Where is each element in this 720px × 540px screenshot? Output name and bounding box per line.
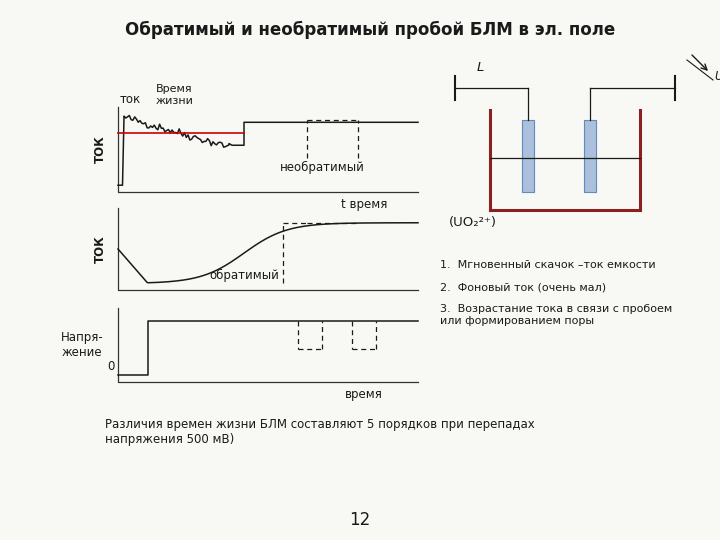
Text: Время
жизни: Время жизни (156, 84, 194, 106)
Text: ТОК: ТОК (94, 235, 107, 263)
Text: 3.  Возрастание тока в связи с пробоем
или формированием поры: 3. Возрастание тока в связи с пробоем ил… (440, 304, 672, 326)
Text: необратимый: необратимый (279, 161, 364, 174)
Text: t время: t время (341, 198, 387, 211)
Text: 12: 12 (349, 511, 371, 529)
Text: (UO₂²⁺): (UO₂²⁺) (449, 216, 497, 229)
Text: обратимый: обратимый (209, 269, 279, 282)
Text: время: время (345, 388, 383, 401)
Text: Обратимый и необратимый пробой БЛМ в эл. поле: Обратимый и необратимый пробой БЛМ в эл.… (125, 21, 615, 39)
Text: 0: 0 (107, 360, 115, 373)
Text: 1.  Мгновенный скачок –ток емкости: 1. Мгновенный скачок –ток емкости (440, 260, 656, 270)
Text: U = k l: U = k l (715, 70, 720, 83)
Text: Напря-
жение: Напря- жение (60, 331, 104, 359)
Text: 2.  Фоновый ток (очень мал): 2. Фоновый ток (очень мал) (440, 282, 606, 292)
Bar (522, 120, 534, 192)
Bar (584, 120, 596, 192)
Text: ток: ток (120, 93, 141, 106)
Text: Различия времен жизни БЛМ составляют 5 порядков при перепадах
напряжения 500 мВ): Различия времен жизни БЛМ составляют 5 п… (105, 418, 535, 446)
Text: ТОК: ТОК (94, 136, 107, 164)
Text: L: L (477, 61, 484, 74)
